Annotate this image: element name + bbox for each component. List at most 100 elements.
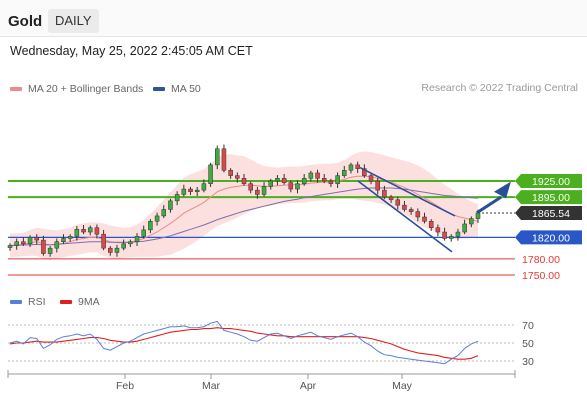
x-tick-label: May <box>392 380 413 392</box>
candle-body <box>261 186 267 195</box>
timeframe-selector[interactable]: DAILY <box>48 9 99 33</box>
legend-label: RSI <box>28 296 46 308</box>
candle-body <box>301 178 307 184</box>
candle <box>388 194 394 204</box>
candle-body <box>241 178 247 184</box>
candle-body <box>395 199 401 206</box>
candle <box>235 172 240 183</box>
candle-body <box>228 170 233 176</box>
candle-body <box>248 183 253 191</box>
candle-body <box>34 237 39 241</box>
channel-upper-line <box>359 166 456 217</box>
candle-body <box>342 170 347 176</box>
candle-body <box>201 183 207 191</box>
candle <box>382 185 387 200</box>
legend-swatch <box>10 300 22 305</box>
candle <box>148 219 153 234</box>
candle <box>194 186 200 197</box>
candle-body <box>255 189 260 195</box>
candle <box>215 145 220 170</box>
candle <box>154 212 160 226</box>
candle <box>362 164 367 178</box>
candle-body <box>402 204 407 210</box>
rsi-line <box>9 320 479 365</box>
candle-body <box>469 218 474 225</box>
candle <box>47 245 53 257</box>
candle-body <box>27 237 33 245</box>
candle <box>74 226 80 241</box>
candle <box>14 238 19 250</box>
x-axis: Feb Mar Apr May <box>7 370 516 392</box>
candle <box>228 168 233 179</box>
candle-body <box>275 178 280 182</box>
candle-body <box>408 209 414 212</box>
instrument-name: Gold <box>8 13 43 30</box>
candle-body <box>47 247 53 254</box>
candle <box>368 173 374 185</box>
legend-label: MA 50 <box>171 83 201 95</box>
candle <box>134 233 140 246</box>
candle <box>462 219 467 235</box>
candle <box>275 175 280 186</box>
candle <box>422 212 427 224</box>
candle <box>61 234 66 244</box>
rsi-tick-label: 70 <box>522 320 534 332</box>
candle <box>442 227 447 241</box>
level-label-1780.00: 1780.00 <box>522 254 560 266</box>
candle-body <box>154 215 160 222</box>
candle <box>87 225 93 236</box>
candle <box>268 178 273 190</box>
candle-body <box>415 211 421 218</box>
candle-body <box>181 188 187 195</box>
candle-body <box>141 229 146 237</box>
candle <box>54 238 60 253</box>
candle-body <box>148 221 153 231</box>
candle-body <box>67 236 73 239</box>
candle-body <box>14 241 19 246</box>
candle <box>295 180 300 194</box>
x-tick-label: Feb <box>116 380 134 392</box>
candle <box>7 243 13 251</box>
level-label-1895.00: 1895.00 <box>515 190 582 205</box>
level-label-box <box>515 190 582 205</box>
candle-body <box>328 180 334 184</box>
candle <box>128 239 133 248</box>
candle-body <box>462 223 467 233</box>
candle-body <box>87 227 93 233</box>
x-tick-label: Apr <box>300 380 317 392</box>
candle-body <box>295 183 300 190</box>
candle-body <box>114 247 120 253</box>
candle <box>41 235 46 256</box>
candle <box>114 244 120 257</box>
candle-body <box>362 168 367 176</box>
legend-bollinger: MA 20 + Bollinger Bands <box>10 82 143 96</box>
candle-body <box>335 175 340 184</box>
candle <box>375 177 380 195</box>
candle <box>288 180 294 193</box>
candle <box>428 219 434 231</box>
level-label-text: 1865.54 <box>532 208 570 220</box>
candle-body <box>101 233 106 249</box>
candle-body <box>194 189 200 192</box>
candle-body <box>41 239 46 254</box>
candle-body <box>315 172 320 179</box>
candle-body <box>81 229 86 233</box>
level-label-box <box>515 230 582 245</box>
candle <box>181 184 187 197</box>
candle <box>355 161 360 173</box>
candle <box>321 174 327 184</box>
legend-swatch <box>153 87 165 92</box>
candle-body <box>54 241 60 249</box>
candle <box>449 234 454 242</box>
candle-body <box>215 148 220 166</box>
channel-lower-line <box>357 180 453 253</box>
level-label-box <box>515 174 582 188</box>
candle-body <box>355 164 360 169</box>
candle <box>161 205 167 219</box>
candle <box>469 216 474 228</box>
level-label-text: 1895.00 <box>532 192 570 204</box>
candle-body <box>208 164 213 184</box>
candle <box>308 170 314 182</box>
level-label-1750.00: 1750.00 <box>522 270 560 282</box>
